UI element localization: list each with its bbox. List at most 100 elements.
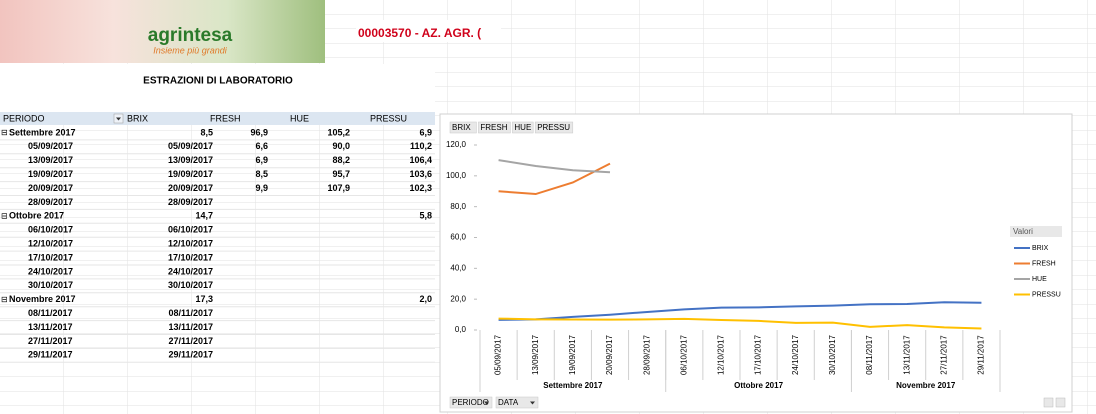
row-label: 17/10/2017 (28, 252, 73, 262)
x-tick-label: 20/09/2017 (605, 334, 614, 375)
cell: 110,2 (410, 141, 432, 151)
row-label: 05/09/2017 (28, 141, 73, 151)
cell: 13/11/2017 (168, 322, 213, 332)
cell: 12/10/2017 (168, 239, 213, 249)
column-header: PRESSU (370, 113, 407, 123)
row-label: 08/11/2017 (28, 308, 73, 318)
cell: 6,6 (255, 141, 268, 151)
legend-label: PRESSU (1032, 291, 1061, 298)
y-tick-label: 120,0 (446, 140, 467, 149)
cell: 102,3 (409, 183, 432, 193)
zoom-button[interactable] (1055, 397, 1066, 408)
y-tick-label: 100,0 (446, 171, 467, 180)
x-tick-label: 28/09/2017 (642, 334, 651, 375)
cell: 90,0 (332, 141, 350, 151)
header-row (0, 112, 435, 125)
row-label: 24/10/2017 (28, 266, 73, 276)
field-button-label: HUE (514, 123, 531, 132)
cell: 96,9 (250, 127, 268, 137)
axis-field-label: PERIODO (452, 398, 489, 407)
title-area (0, 64, 435, 112)
column-header: HUE (290, 113, 309, 123)
cell: 6,9 (255, 155, 268, 165)
row-label: 12/10/2017 (28, 239, 73, 249)
cell: 24/10/2017 (168, 266, 213, 276)
cell: 17/10/2017 (168, 252, 213, 262)
cell: 107,9 (327, 183, 350, 193)
dropdown-arrow (484, 401, 489, 405)
row-label: 13/11/2017 (28, 322, 73, 332)
cell: 28/09/2017 (168, 197, 213, 207)
legend-label: HUE (1032, 276, 1047, 283)
axis-field-button[interactable] (495, 396, 539, 409)
row-label: 19/09/2017 (28, 169, 73, 179)
x-tick-label: 29/11/2017 (977, 335, 986, 375)
field-button[interactable] (449, 121, 477, 134)
group-label: Ottobre 2017 (9, 211, 64, 221)
column-header: PERIODO (3, 113, 45, 123)
cell: 30/10/2017 (168, 280, 213, 290)
cell: 27/11/2017 (168, 336, 213, 346)
collapse-icon: ⊟ (1, 128, 8, 137)
series-line (498, 162, 611, 196)
cell: 8,5 (255, 169, 268, 179)
group-label: Settembre 2017 (543, 381, 603, 390)
table-title: ESTRAZIONI DI LABORATORIO (143, 76, 293, 87)
dropdown-arrow (530, 401, 535, 405)
cell: 8,5 (200, 127, 213, 137)
x-tick-label: 13/11/2017 (902, 335, 911, 375)
account-title: 00003570 - AZ. AGR. ( (358, 26, 481, 40)
legend-label: BRIX (1032, 245, 1049, 252)
cell: 105,2 (327, 127, 350, 137)
group-label: Novembre 2017 (896, 381, 956, 390)
x-tick-label: 27/11/2017 (939, 335, 948, 375)
series-line (498, 301, 982, 321)
column-header: FRESH (210, 113, 241, 123)
cell: 5,8 (419, 211, 432, 221)
group-label: Novembre 2017 (9, 294, 76, 304)
field-button-label: FRESH (480, 123, 507, 132)
row-label: 28/09/2017 (28, 197, 73, 207)
x-tick-label: 12/10/2017 (717, 334, 726, 375)
cell: 08/11/2017 (168, 308, 213, 318)
legend-label: FRESH (1032, 260, 1056, 267)
axis-field-button[interactable] (449, 396, 493, 409)
row-label: 13/09/2017 (28, 155, 73, 165)
axis-field-label: DATA (498, 398, 519, 407)
cell: 19/09/2017 (168, 169, 213, 179)
cell: 106,4 (409, 155, 432, 165)
y-tick-label: 40,0 (450, 263, 466, 272)
x-tick-label: 19/09/2017 (568, 334, 577, 375)
cell: 29/11/2017 (168, 350, 213, 360)
column-header: BRIX (127, 113, 148, 123)
x-tick-label: 05/09/2017 (494, 334, 503, 375)
title-cell (356, 20, 501, 42)
chart-area (439, 113, 1073, 413)
filter-arrow (116, 117, 121, 121)
row-label: 30/10/2017 (28, 280, 73, 290)
tagline: Insieme più grandi (153, 45, 228, 55)
cell: 05/09/2017 (168, 141, 213, 151)
cell: 88,2 (332, 155, 350, 165)
row-label: 29/11/2017 (28, 350, 73, 360)
cell: 14,7 (195, 211, 213, 221)
legend-title-box (1010, 226, 1062, 237)
field-button[interactable] (478, 121, 511, 134)
cell: 6,9 (419, 127, 432, 137)
cell: 95,7 (332, 169, 350, 179)
cell: 13/09/2017 (168, 155, 213, 165)
zoom-button[interactable] (1043, 397, 1054, 408)
cell: 9,9 (255, 183, 268, 193)
x-tick-label: 06/10/2017 (679, 334, 688, 375)
field-button[interactable] (512, 121, 534, 134)
field-button[interactable] (534, 121, 574, 134)
group-label: Ottobre 2017 (734, 381, 783, 390)
cell: 06/10/2017 (168, 225, 213, 235)
collapse-icon: ⊟ (1, 211, 8, 220)
logo-banner (0, 0, 325, 63)
cell: 2,0 (419, 294, 432, 304)
legend-title: Valori (1013, 227, 1033, 236)
pivot-table: PERIODO BRIX FRESH HUE PRESSU⊟ Settembre 2017… (0, 112, 435, 363)
field-button-label: PRESSU (537, 123, 570, 132)
